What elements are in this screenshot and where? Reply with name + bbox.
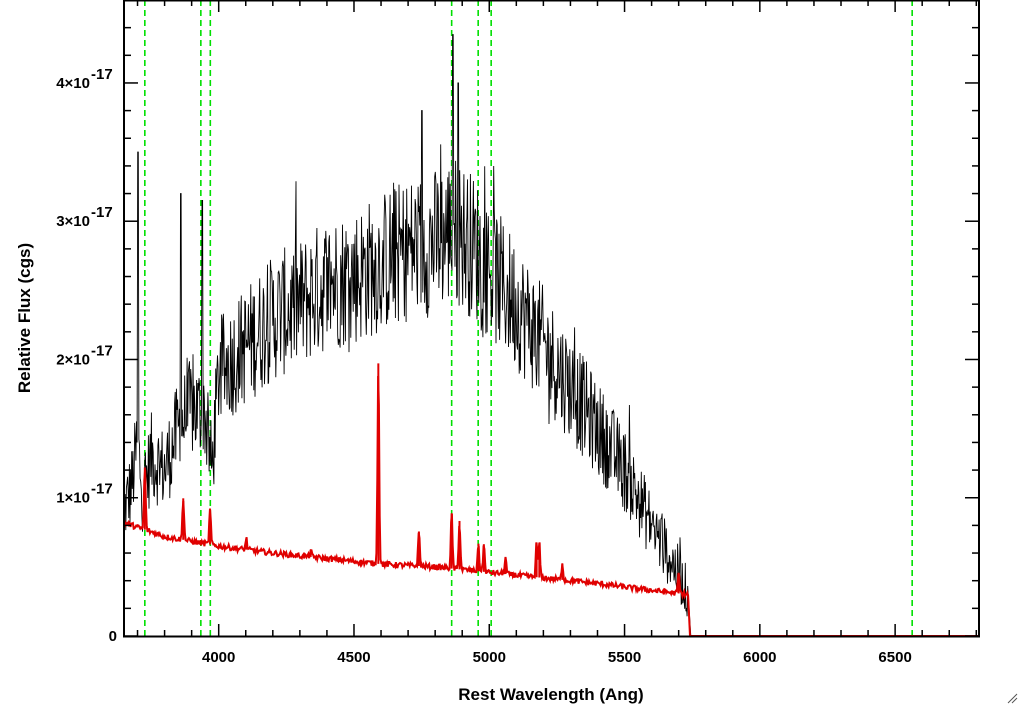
y-tick-exponent: -17: [91, 342, 113, 359]
y-tick-label: 1×10: [56, 490, 90, 507]
resize-grip-icon[interactable]: [1006, 692, 1018, 704]
x-tick-label: 4000: [202, 649, 235, 666]
y-tick-label: 4×10: [56, 75, 90, 92]
y-axis-label: Relative Flux (cgs): [15, 243, 34, 393]
x-tick-label: 5000: [473, 649, 506, 666]
x-tick-label: 5500: [608, 649, 641, 666]
observed-spectrum-line: [123, 34, 692, 637]
y-tick-exponent: -17: [91, 481, 113, 498]
y-tick-label: 3×10: [56, 213, 90, 230]
x-tick-label: 6000: [743, 649, 776, 666]
plot-frame: [123, 0, 980, 638]
axis-ticks: 4000 4500 5000 5500 6000 650001×10-172×10-173…: [56, 0, 979, 666]
y-tick-exponent: -17: [91, 66, 113, 83]
plot-border: [123, 0, 980, 638]
observed-spectrum-series: [123, 34, 692, 637]
y-tick-label: 0: [109, 628, 117, 645]
x-tick-label: 4500: [337, 649, 370, 666]
x-tick-label: 6500: [878, 649, 911, 666]
model-spectrum-line: [123, 375, 979, 637]
x-axis-label: Rest Wavelength (Ang): [458, 685, 643, 704]
model-spectrum-series: [123, 363, 979, 637]
y-tick-exponent: -17: [91, 204, 113, 221]
y-tick-label: 2×10: [56, 351, 90, 368]
